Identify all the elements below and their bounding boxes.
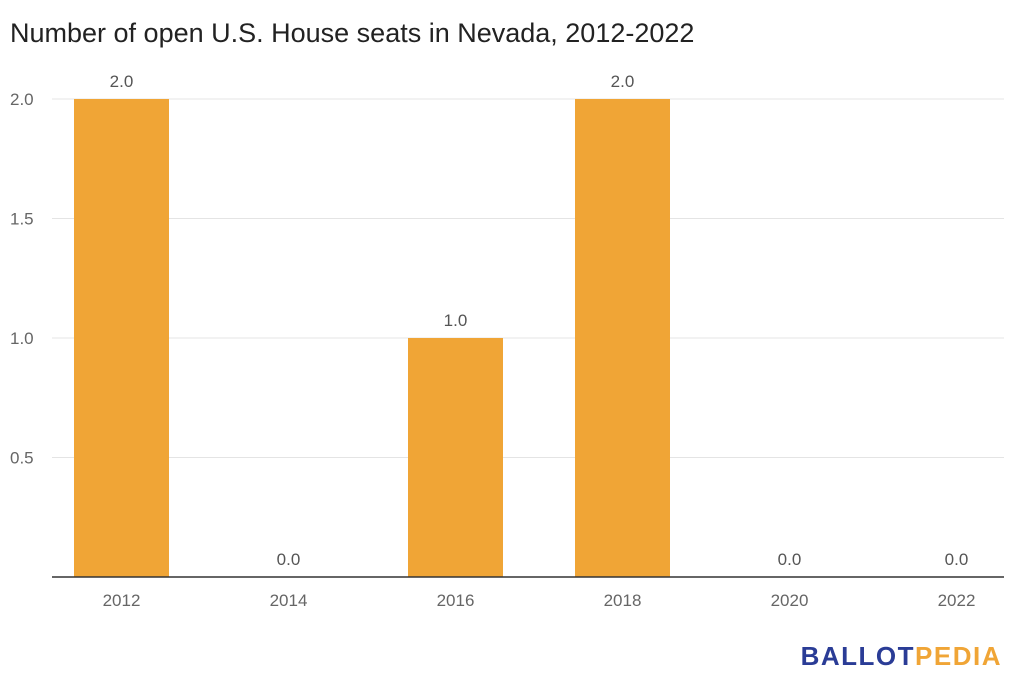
data-label-2018: 2.0 [611, 72, 635, 91]
data-label-2014: 0.0 [277, 550, 301, 569]
x-tick-label-2018: 2018 [604, 591, 642, 610]
y-tick-label: 1.5 [10, 210, 34, 229]
y-tick-label: 1.0 [10, 329, 34, 348]
x-tick-label-2012: 2012 [103, 591, 141, 610]
y-axis-ticks: 0.5 1.0 1.5 2.0 [10, 90, 34, 468]
gridlines [52, 98, 1004, 458]
x-tick-label-2020: 2020 [771, 591, 809, 610]
chart-title: Number of open U.S. House seats in Nevad… [10, 18, 695, 48]
y-tick-label: 2.0 [10, 90, 34, 109]
data-labels: 2.0 0.0 1.0 2.0 0.0 0.0 [110, 72, 969, 569]
ballotpedia-logo: BALLOTPEDIA [801, 641, 1002, 672]
bar-2016 [408, 338, 503, 577]
x-tick-label-2016: 2016 [437, 591, 475, 610]
data-label-2012: 2.0 [110, 72, 134, 91]
data-label-2016: 1.0 [444, 311, 468, 330]
x-tick-label-2014: 2014 [270, 591, 308, 610]
bar-2018 [575, 99, 670, 577]
bar-2012 [74, 99, 169, 577]
bars [74, 99, 670, 577]
y-tick-label: 0.5 [10, 449, 34, 468]
x-tick-label-2022: 2022 [938, 591, 976, 610]
logo-text-ballot: BALLOT [800, 641, 916, 671]
data-label-2022: 0.0 [945, 550, 969, 569]
x-axis-ticks: 2012 2014 2016 2018 2020 2022 [103, 591, 976, 610]
logo-text-pedia: PEDIA [915, 641, 1002, 671]
data-label-2020: 0.0 [778, 550, 802, 569]
